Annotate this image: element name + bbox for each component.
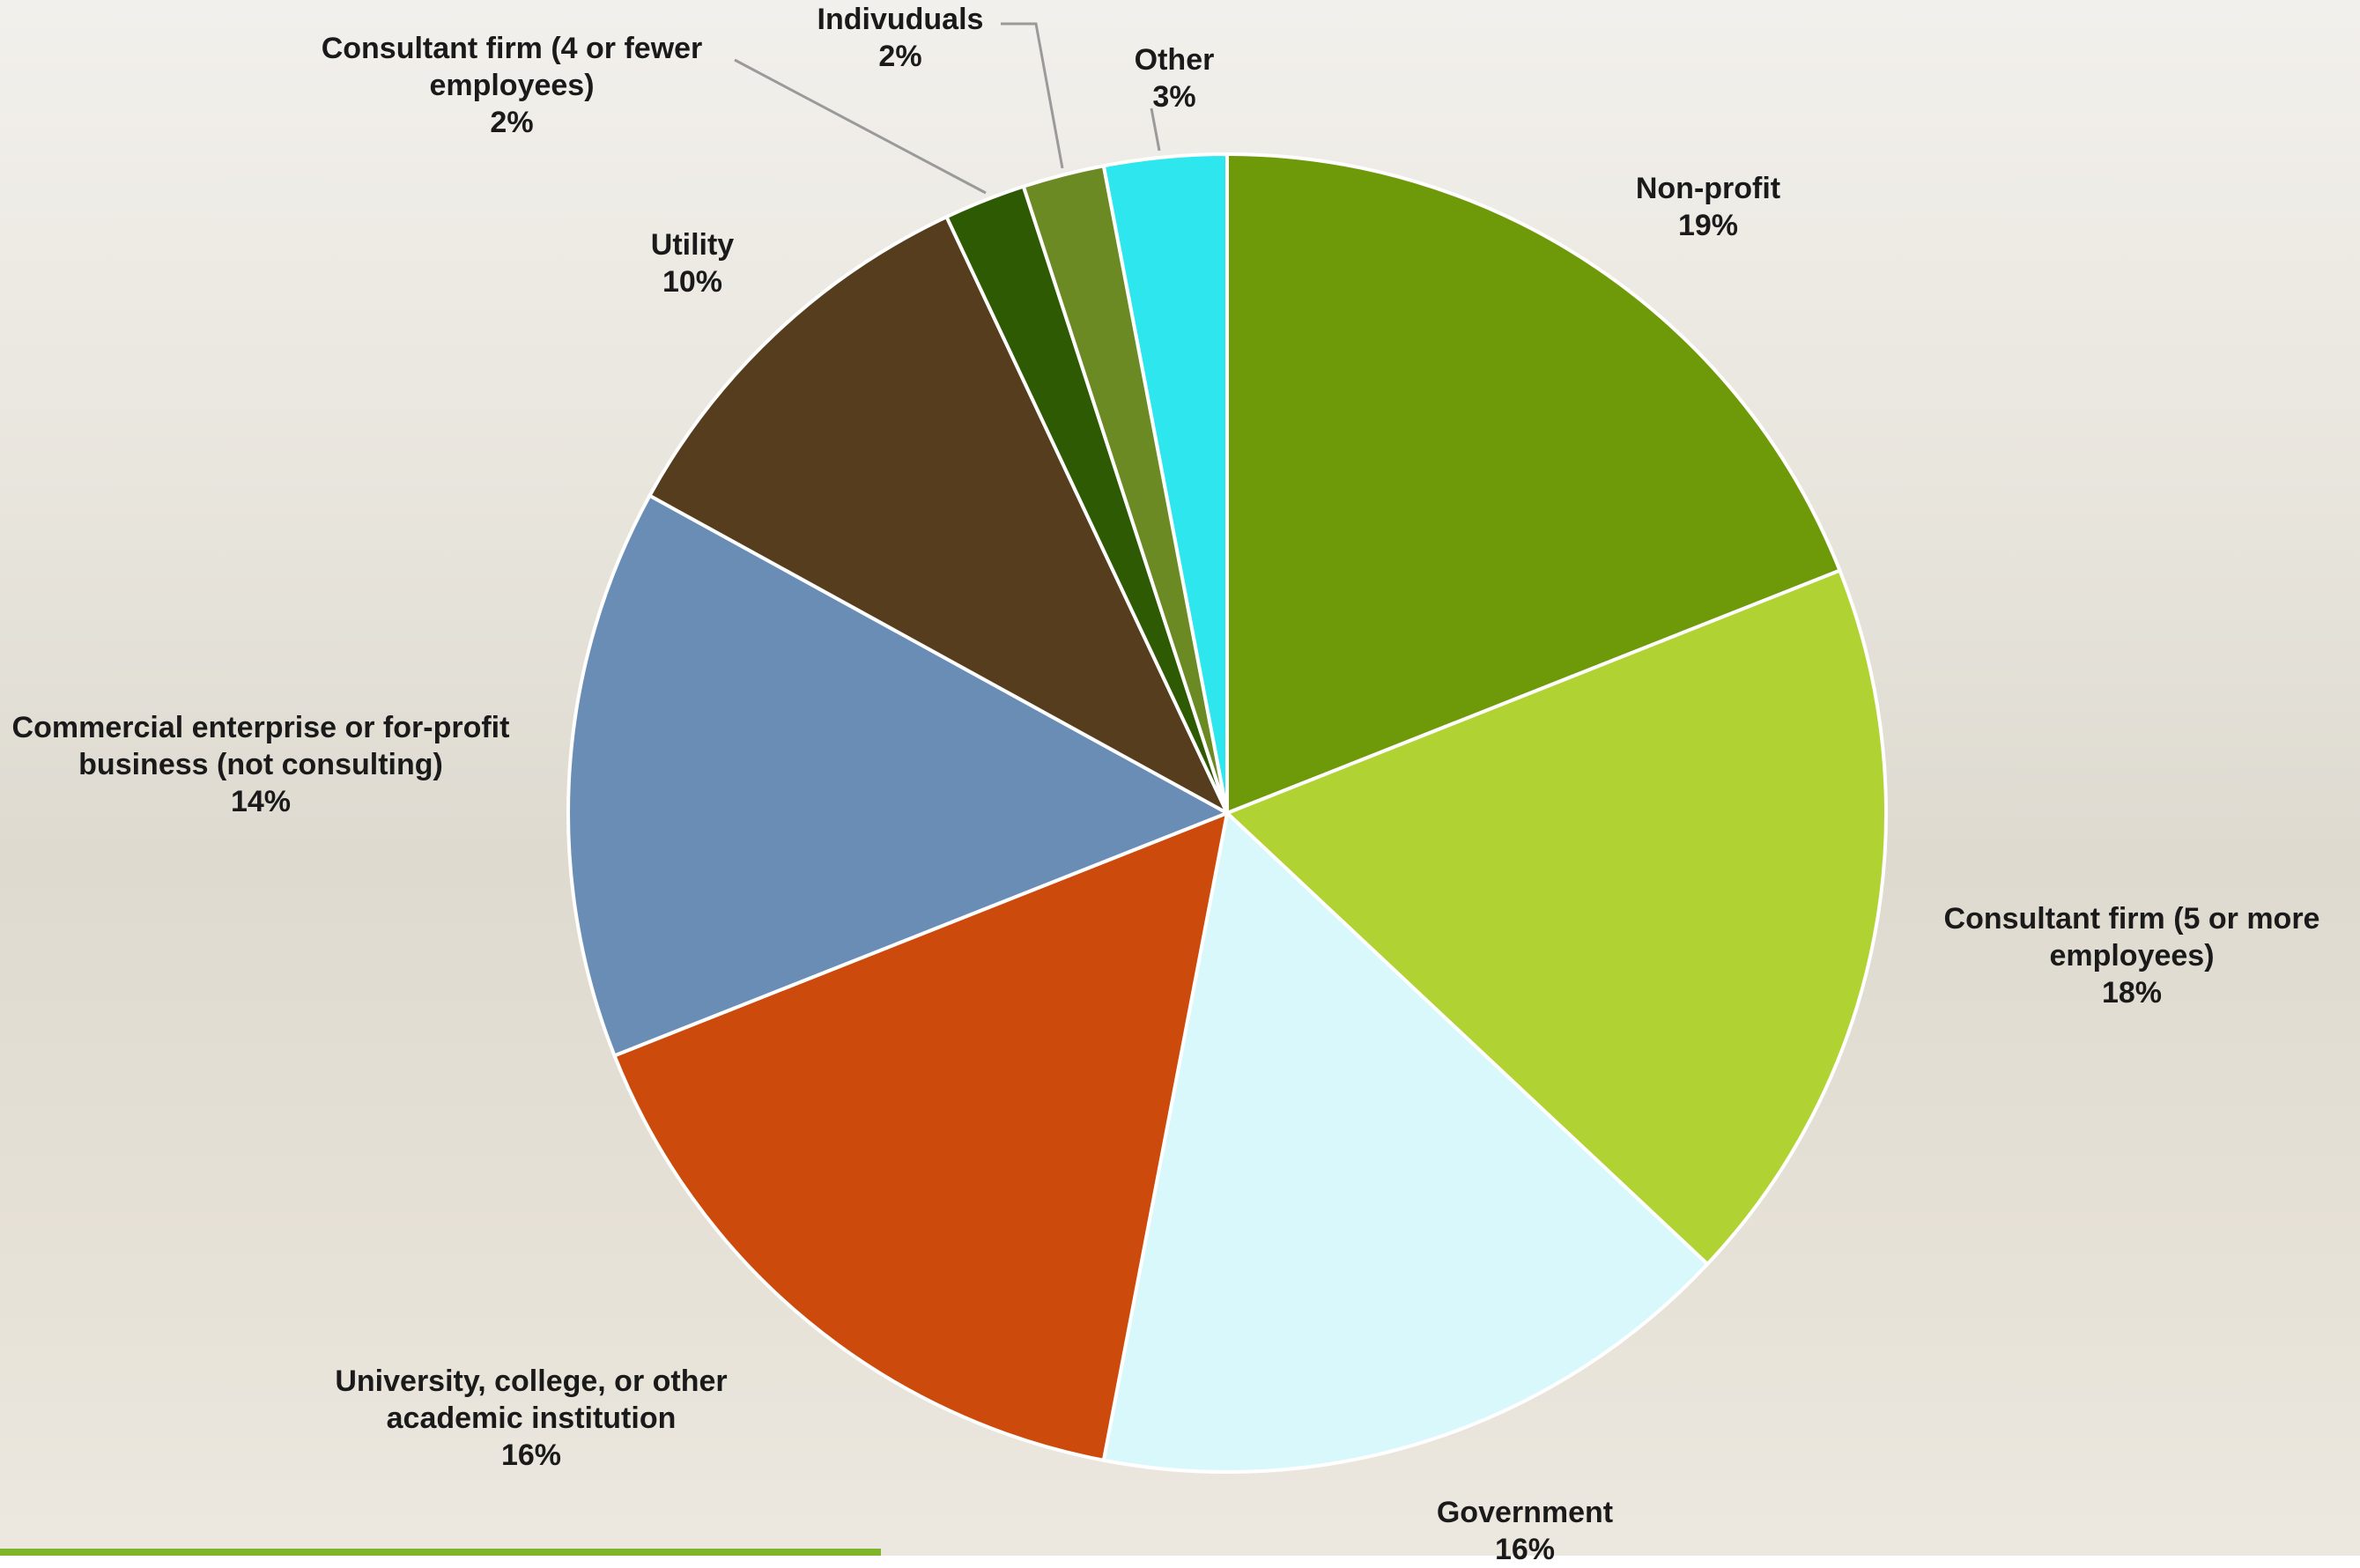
pie-slice [1101, 810, 1711, 1474]
category-label: Consultant firm (5 or more employees) [1943, 902, 2320, 973]
data-label: Other 3% [1086, 41, 1262, 115]
data-label: Commercial enterprise or for-profit busi… [0, 709, 525, 820]
value-label: 16% [1494, 1533, 1556, 1566]
data-label: Government 16% [1349, 1494, 1701, 1568]
category-label: Indivuduals [817, 3, 984, 36]
category-label: Commercial enterprise or for-profit busi… [11, 711, 510, 781]
category-label: Other [1134, 43, 1215, 77]
pie-slice [566, 492, 1232, 1058]
accent-strip [0, 1549, 881, 1556]
leader-line [734, 58, 987, 195]
category-label: Government [1436, 1496, 1614, 1529]
value-label: 10% [662, 265, 723, 299]
pie-slice [647, 214, 1232, 817]
pie-slice [1101, 152, 1229, 814]
pie-slice [1225, 152, 1843, 816]
data-label: Indivuduals 2% [786, 1, 1015, 75]
category-label: Non-profit [1635, 172, 1781, 205]
data-label: Consultant firm (4 or fewer employees) 2% [283, 30, 741, 141]
value-label: 2% [878, 40, 922, 73]
data-label: University, college, or other academic i… [298, 1363, 765, 1474]
value-label: 19% [1677, 209, 1739, 242]
leader-line [1001, 22, 1064, 169]
value-label: 3% [1152, 80, 1196, 114]
data-label: Consultant firm (5 or more employees) 18% [1912, 900, 2352, 1011]
value-label: 14% [230, 785, 292, 818]
value-label: 18% [2101, 976, 2163, 1010]
pie-slice [611, 810, 1230, 1463]
category-label: Utility [650, 228, 735, 262]
pie-slice [1224, 568, 1888, 1267]
value-label: 2% [490, 106, 534, 139]
data-label: Utility 10% [604, 226, 781, 300]
leader-line [1150, 107, 1161, 152]
leader-lines [734, 22, 1161, 195]
category-label: University, college, or other academic i… [335, 1365, 728, 1435]
category-label: Consultant firm (4 or fewer employees) [321, 32, 703, 102]
value-label: 16% [500, 1439, 562, 1472]
data-label: Non-profit 19% [1576, 170, 1840, 244]
